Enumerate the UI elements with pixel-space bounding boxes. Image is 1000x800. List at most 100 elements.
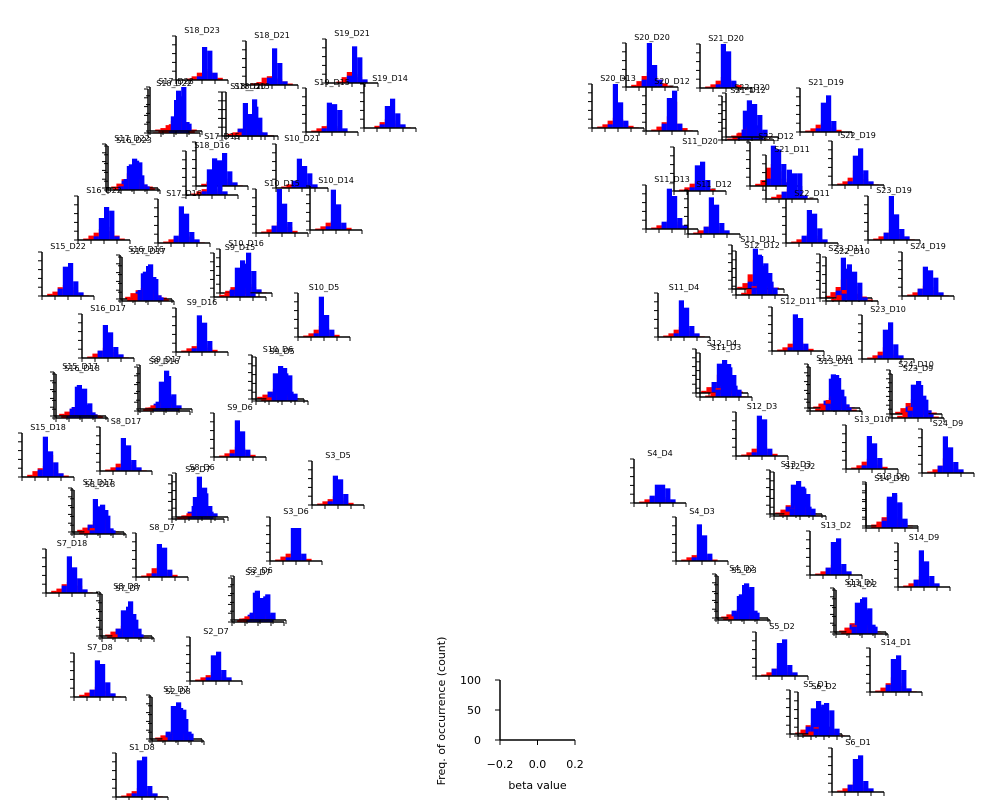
channel-panel: S20_D12 xyxy=(642,77,699,135)
deoxy-bar xyxy=(224,292,230,297)
channel-label: S9_D6 xyxy=(227,403,252,412)
deoxy-bar xyxy=(110,467,116,471)
deoxy-bar xyxy=(765,167,771,186)
deoxy-bar xyxy=(56,588,62,593)
oxy-bar xyxy=(846,407,852,411)
oxy-bar xyxy=(794,490,800,516)
oxy-bar xyxy=(189,232,195,243)
oxy-bar xyxy=(147,786,153,797)
oxy-bar xyxy=(714,204,720,234)
deoxy-bar xyxy=(736,133,742,137)
oxy-bar xyxy=(824,703,830,736)
channel-label: S20_D13 xyxy=(600,74,636,83)
oxy-bar xyxy=(266,77,272,85)
oxy-bar xyxy=(867,608,873,634)
deoxy-bar xyxy=(808,348,814,351)
deoxy-bar xyxy=(668,333,674,337)
channel-label: S10_D16 xyxy=(228,239,264,248)
oxy-bar xyxy=(291,180,297,188)
deoxy-bar xyxy=(217,77,223,80)
channel-panel: S16_D17 xyxy=(78,304,135,362)
deoxy-bar xyxy=(59,413,65,416)
oxy-bar xyxy=(229,453,235,457)
oxy-bar xyxy=(801,235,807,243)
deoxy-bar xyxy=(726,614,732,618)
oxy-bar xyxy=(657,79,663,87)
channel-label: S17_D22 xyxy=(114,134,150,143)
channel-label: S17_D15 xyxy=(204,132,240,141)
oxy-bar xyxy=(196,476,202,517)
oxy-bar xyxy=(756,415,762,456)
deoxy-bar xyxy=(836,295,842,301)
channel-label: S6_D1 xyxy=(845,738,870,747)
channel-label: S12_D10 xyxy=(816,354,852,363)
key-xtick-label-neg: −0.2 xyxy=(487,758,514,771)
oxy-bar xyxy=(245,449,251,457)
oxy-bar xyxy=(207,341,213,352)
oxy-bar xyxy=(641,79,647,87)
oxy-bar xyxy=(246,114,252,136)
oxy-bar xyxy=(134,160,140,190)
oxy-bar xyxy=(661,221,667,229)
channel-label: S19_D21 xyxy=(334,29,370,38)
oxy-bar xyxy=(797,173,803,199)
deoxy-bar xyxy=(842,788,848,792)
oxy-bar xyxy=(240,431,246,457)
channel-label: S24_D19 xyxy=(910,242,946,251)
oxy-bar xyxy=(167,733,173,741)
oxy-bar xyxy=(271,225,277,233)
channel-label: S13_D1 xyxy=(845,578,876,587)
oxy-bar xyxy=(118,354,124,358)
oxy-bar xyxy=(390,98,396,128)
oxy-bar xyxy=(666,188,672,229)
channel-label: S13_D9 xyxy=(877,472,908,481)
deoxy-bar xyxy=(201,183,207,186)
deoxy-bar xyxy=(191,76,197,80)
channel-panel: S9_D5 xyxy=(252,347,309,405)
oxy-bar xyxy=(765,178,771,186)
oxy-bar xyxy=(731,80,737,88)
channel-label: S7_D7 xyxy=(115,584,140,593)
oxy-bar xyxy=(857,282,863,301)
deoxy-bar xyxy=(656,225,662,229)
deoxy-bar xyxy=(772,453,778,456)
oxy-bar xyxy=(852,271,858,301)
oxy-bar xyxy=(840,257,846,298)
channel-label: S5_D1 xyxy=(803,680,828,689)
oxy-bar xyxy=(166,376,172,409)
oxy-bar xyxy=(886,498,892,528)
oxy-bar xyxy=(276,189,282,233)
deoxy-bar xyxy=(771,196,777,199)
channel-label: S22_D11 xyxy=(794,189,830,198)
oxy-bar xyxy=(329,329,335,337)
channel-label: S2_D7 xyxy=(203,627,228,636)
oxy-bar xyxy=(341,222,347,230)
deoxy-bar xyxy=(113,187,119,190)
oxy-bar xyxy=(128,164,134,190)
oxy-bar xyxy=(872,443,878,469)
oxy-bar xyxy=(934,583,940,587)
channel-panel: S3_D6 xyxy=(266,507,323,565)
channel-panel: S14_D2 xyxy=(832,580,889,638)
deoxy-bar xyxy=(77,529,83,532)
channel-label: S19_D15 xyxy=(314,78,350,87)
channel-label: S11_D20 xyxy=(682,137,718,146)
channel-panel: S15_D22 xyxy=(38,242,95,300)
oxy-bar xyxy=(673,333,679,337)
deoxy-bar xyxy=(151,568,157,577)
oxy-bar xyxy=(660,484,666,503)
oxy-bar xyxy=(906,688,912,692)
deoxy-bar xyxy=(682,128,688,131)
deoxy-bar xyxy=(776,194,782,199)
oxy-bar xyxy=(100,664,106,697)
oxy-bar xyxy=(899,229,905,240)
oxy-bar xyxy=(123,179,129,190)
oxy-bar xyxy=(217,180,223,195)
oxy-bar xyxy=(815,128,821,132)
oxy-bar xyxy=(928,414,934,418)
deoxy-bar xyxy=(602,124,608,128)
channel-panel: S19_D14 xyxy=(360,74,417,132)
channel-label: S4_D3 xyxy=(689,507,714,516)
channel-panel: S17_D23 xyxy=(146,77,203,135)
key-xtick-label-pos: 0.2 xyxy=(566,758,584,771)
